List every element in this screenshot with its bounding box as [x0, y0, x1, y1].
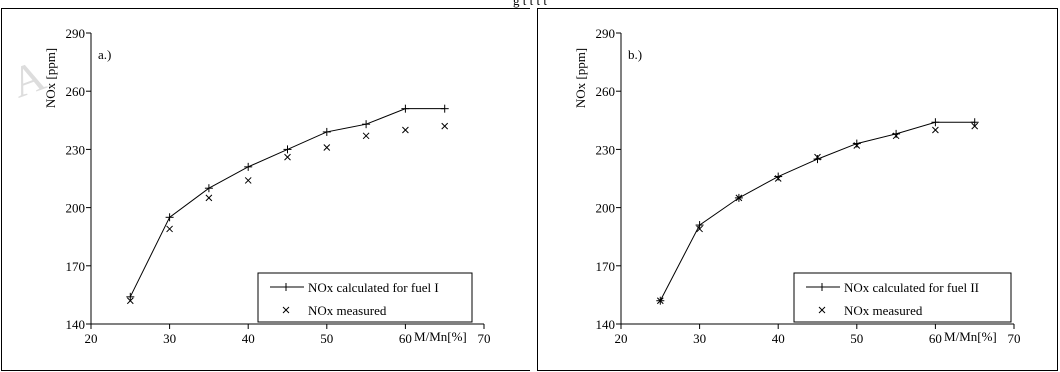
chart-b-x-tick-label: 50 [850, 331, 863, 346]
chart-a-x-tick-label: 60 [399, 331, 412, 346]
chart-a-y-tick-label: 140 [66, 317, 86, 332]
chart-b-y-tick-label: 230 [596, 142, 616, 157]
chart-b-y-tick-label: 290 [596, 26, 616, 41]
chart-a-y-tick-label: 200 [66, 201, 86, 216]
chart-b-x-tick-label: 70 [1008, 331, 1021, 346]
chart-b-x-tick-label: 40 [772, 331, 785, 346]
chart-b-legend-swatch-marker-d2 [818, 306, 826, 314]
chart-a-series-2-point-d2 [205, 194, 213, 202]
chart-a-y-axis-label: NOx [ppm] [43, 48, 58, 108]
chart-a-legend-label: NOx measured [308, 303, 387, 318]
chart-b-series-2-point-d2 [971, 122, 979, 130]
clipped-caption-text: g t t t t [0, 0, 1060, 8]
chart-a-panel-label: a.) [98, 47, 111, 62]
chart-b-series-2-point-d2 [656, 297, 664, 305]
chart-a-series-2-point-d2 [362, 132, 370, 140]
chart-a-x-tick-label: 40 [242, 331, 255, 346]
chart-a-x-tick-label: 20 [85, 331, 98, 346]
chart-b-series-2-point-d2 [696, 225, 703, 233]
chart-b-x-tick-label: 30 [693, 331, 706, 346]
chart-b-series-2-point-d2 [814, 153, 821, 161]
chart-a-series-2-point-d2 [244, 177, 252, 184]
chart-a-series-2-point-d2 [441, 122, 449, 130]
chart-a-series-2-point-d2 [402, 126, 409, 134]
chart-b-legend [793, 272, 1012, 323]
chart-b-y-tick-label: 170 [596, 259, 616, 274]
chart-a-y-tick-label: 170 [66, 259, 86, 274]
chart-b-series-2-point-d2 [932, 126, 939, 134]
chart-b-y-tick-label: 200 [596, 201, 616, 216]
chart-a-x-tick-label: 50 [320, 331, 333, 346]
chart-a-y-tick-label: 260 [66, 84, 86, 99]
chart-a-series-1-line [129, 108, 445, 298]
chart-a-series-2-point-d2 [126, 297, 134, 305]
chart-a-frame [1, 8, 530, 371]
chart-b-y-tick-label: 260 [596, 84, 616, 99]
chart-b-x-tick-label: 20 [615, 331, 628, 346]
chart-b-series-2-point-d2 [735, 194, 743, 202]
chart-b-series-2-point-d2 [892, 132, 900, 140]
chart-a-x-axis-label: M/Mn[%] [414, 329, 467, 344]
chart-panel-a: 140 170 200 230 260 290 20 30 40 50 60 70 M/Mn[%] NOx… [1, 8, 530, 371]
chart-a-x-tick-label: 70 [478, 331, 491, 346]
chart-a-series-2-point-d2 [166, 225, 173, 233]
chart-b-series-2-point-d2 [853, 142, 861, 149]
chart-b-y-axis-label: NOx [ppm] [573, 48, 588, 108]
chart-a-x-tick-label: 30 [163, 331, 176, 346]
clipped-caption-span: g t t t t [513, 0, 547, 8]
chart-b-series-2-point-d2 [774, 175, 782, 182]
chart-b-panel-label: b.) [628, 47, 642, 62]
chart-a-series-2-point-d2 [284, 153, 291, 161]
chart-panel-b: 140 170 200 230 260 290 20 30 40 50 60 70 M/Mn[%] NOx… [537, 8, 1058, 371]
chart-b-x-tick-label: 60 [929, 331, 942, 346]
chart-b-frame [537, 8, 1058, 371]
watermark-mark: A [8, 51, 48, 108]
chart-a-y-tick-label: 230 [66, 142, 86, 157]
chart-a-y-tick-label: 290 [66, 26, 86, 41]
chart-a-legend [257, 272, 473, 323]
chart-b-x-axis-label: M/Mn[%] [944, 329, 997, 344]
chart-a-legend-swatch-marker-d2 [282, 306, 290, 314]
chart-b-y-tick-label: 140 [596, 317, 616, 332]
chart-a-series-2-point-d2 [323, 144, 331, 151]
chart-a-legend-label: NOx calculated for fuel I [308, 280, 439, 295]
chart-b-legend-label: NOx calculated for fuel II [844, 280, 979, 295]
chart-b-legend-label: NOx measured [844, 303, 923, 318]
